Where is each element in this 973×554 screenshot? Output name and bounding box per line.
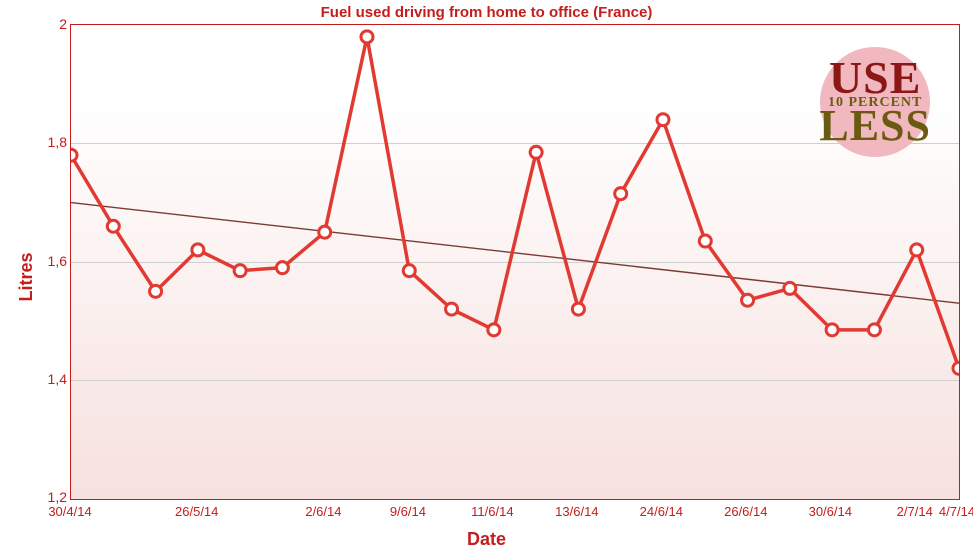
data-marker <box>488 324 500 336</box>
fuel-chart: Fuel used driving from home to office (F… <box>0 0 973 554</box>
x-tick-label: 30/6/14 <box>809 504 852 519</box>
y-tick-label: 1,2 <box>27 489 67 505</box>
data-marker <box>319 226 331 238</box>
x-tick-label: 11/6/14 <box>471 504 513 519</box>
y-tick-label: 1,6 <box>27 253 67 269</box>
data-marker <box>699 235 711 247</box>
data-marker <box>868 324 880 336</box>
stamp-line-1: USE <box>819 59 931 97</box>
data-marker <box>953 362 959 374</box>
y-tick-label: 2 <box>27 16 67 32</box>
data-marker <box>530 146 542 158</box>
plot-area: USE 10 PERCENT LESS <box>70 24 960 500</box>
x-tick-label: 2/6/14 <box>305 504 341 519</box>
data-marker <box>572 303 584 315</box>
x-tick-label: 26/6/14 <box>724 504 767 519</box>
data-marker <box>911 244 923 256</box>
y-tick-label: 1,8 <box>27 134 67 150</box>
x-axis-label: Date <box>0 529 973 550</box>
x-tick-label: 4/7/14 <box>939 504 973 519</box>
use-less-stamp: USE 10 PERCENT LESS <box>819 59 931 144</box>
data-marker <box>615 188 627 200</box>
x-tick-label: 24/6/14 <box>640 504 683 519</box>
data-marker <box>107 220 119 232</box>
x-tick-label: 26/5/14 <box>175 504 218 519</box>
data-marker <box>826 324 838 336</box>
data-marker <box>234 265 246 277</box>
x-tick-label: 9/6/14 <box>390 504 426 519</box>
data-marker <box>71 149 77 161</box>
data-marker <box>150 285 162 297</box>
x-tick-label: 2/7/14 <box>897 504 933 519</box>
data-marker <box>361 31 373 43</box>
data-marker <box>403 265 415 277</box>
x-tick-label: 13/6/14 <box>555 504 598 519</box>
stamp-line-3: LESS <box>819 108 931 144</box>
chart-title: Fuel used driving from home to office (F… <box>0 4 973 21</box>
data-marker <box>784 282 796 294</box>
data-marker <box>446 303 458 315</box>
data-marker <box>192 244 204 256</box>
y-tick-label: 1,4 <box>27 371 67 387</box>
data-marker <box>742 294 754 306</box>
data-marker <box>657 114 669 126</box>
x-tick-label: 30/4/14 <box>48 504 91 519</box>
data-marker <box>276 262 288 274</box>
